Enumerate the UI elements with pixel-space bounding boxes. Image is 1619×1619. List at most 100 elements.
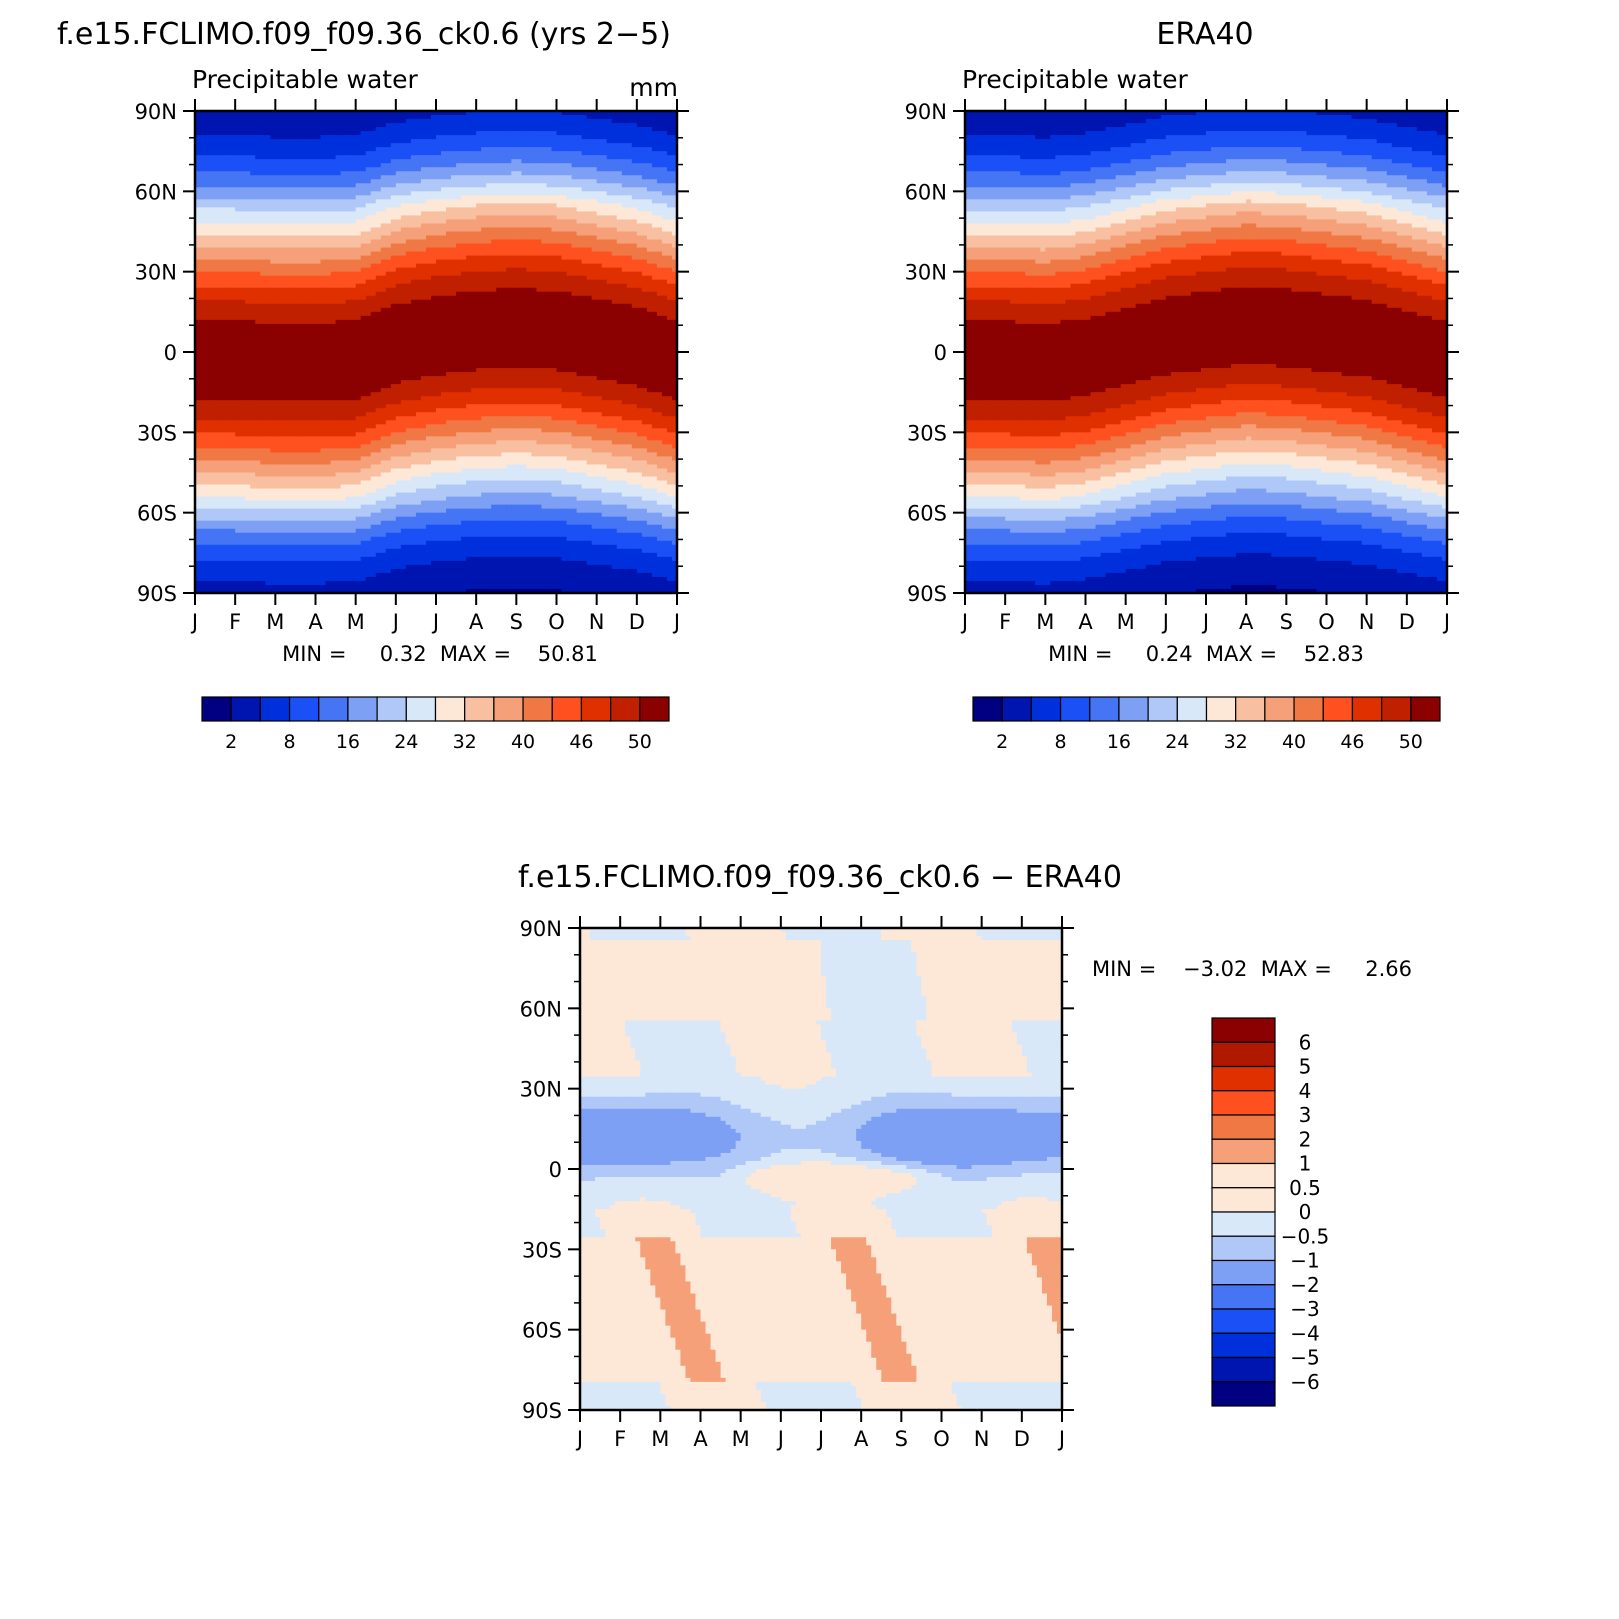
field-cell [476,219,482,225]
field-cell [591,279,598,285]
field-cell [451,183,457,188]
field-cell [451,187,457,192]
field-cell [531,139,538,144]
field-cell [290,211,297,217]
field-cell [521,291,527,297]
field-cell [661,135,668,140]
field-cell [355,151,362,156]
field-cell [486,283,492,289]
field-cell [305,111,312,116]
field-cell [576,115,583,120]
field-cell [546,295,553,301]
field-cell [446,151,452,156]
field-cell [360,163,367,168]
field-cell [486,159,492,164]
field-cell [360,219,367,225]
field-cell [195,215,201,221]
field-cell [325,271,332,277]
field-cell [345,259,352,265]
field-cell [656,311,663,317]
field-cell [566,299,573,305]
field-cell [586,167,593,172]
field-cell [481,251,487,257]
field-cell [516,135,522,140]
field-cell [220,139,226,144]
field-cell [350,147,357,152]
field-cell [265,259,271,265]
field-cell [320,131,327,136]
field-cell [280,171,286,176]
field-cell [536,255,543,261]
field-cell [576,271,583,277]
field-cell [521,275,527,281]
field-cell [576,203,583,208]
field-cell [481,291,487,297]
field-cell [350,191,357,196]
field-cell [551,267,558,273]
field-cell [516,199,522,204]
field-cell [491,207,497,213]
field-cell [666,247,673,253]
field-cell [476,231,482,237]
field-cell [551,227,558,233]
field-cell [541,203,548,208]
field-cell [245,299,251,305]
field-cell [531,223,538,229]
field-cell [255,227,261,233]
field-cell [265,307,271,313]
field-cell [245,291,251,297]
field-cell [220,231,226,237]
field-cell [280,279,286,285]
field-cell [481,151,487,156]
field-cell [466,227,472,233]
field-cell [571,239,578,245]
field-cell [365,219,372,225]
field-cell [586,151,593,156]
field-cell [471,115,477,120]
field-cell [390,307,397,313]
field-cell [451,275,457,281]
field-cell [536,279,543,285]
field-cell [446,223,452,229]
field-cell [441,171,447,176]
field-cell [541,239,548,245]
field-cell [290,135,297,140]
field-cell [215,283,221,289]
field-cell [375,275,382,281]
field-cell [566,295,573,301]
field-cell [571,223,578,229]
field-cell [491,315,497,321]
field-cell [360,251,367,257]
field-cell [255,219,261,225]
field-cell [195,219,201,225]
field-cell [355,315,362,321]
field-cell [340,283,347,289]
field-cell [285,187,291,192]
field-cell [601,167,608,172]
field-cell [255,131,261,136]
field-cell [641,311,648,317]
field-cell [310,179,317,184]
field-cell [380,311,387,317]
field-cell [415,147,422,152]
field-cell [400,255,407,261]
field-cell [345,307,352,313]
field-cell [471,191,477,196]
field-cell [230,199,236,204]
field-cell [536,311,543,317]
field-cell [446,139,452,144]
field-cell [310,147,317,152]
field-cell [285,151,291,156]
field-cell [561,199,568,204]
field-cell [561,291,568,297]
field-cell [325,127,332,132]
field-cell [496,199,502,204]
field-cell [651,271,658,277]
field-cell [486,119,492,124]
field-cell [666,239,673,245]
field-cell [651,227,658,233]
field-cell [380,171,387,176]
field-cell [516,231,522,237]
field-cell [325,115,332,120]
field-cell [476,243,482,249]
